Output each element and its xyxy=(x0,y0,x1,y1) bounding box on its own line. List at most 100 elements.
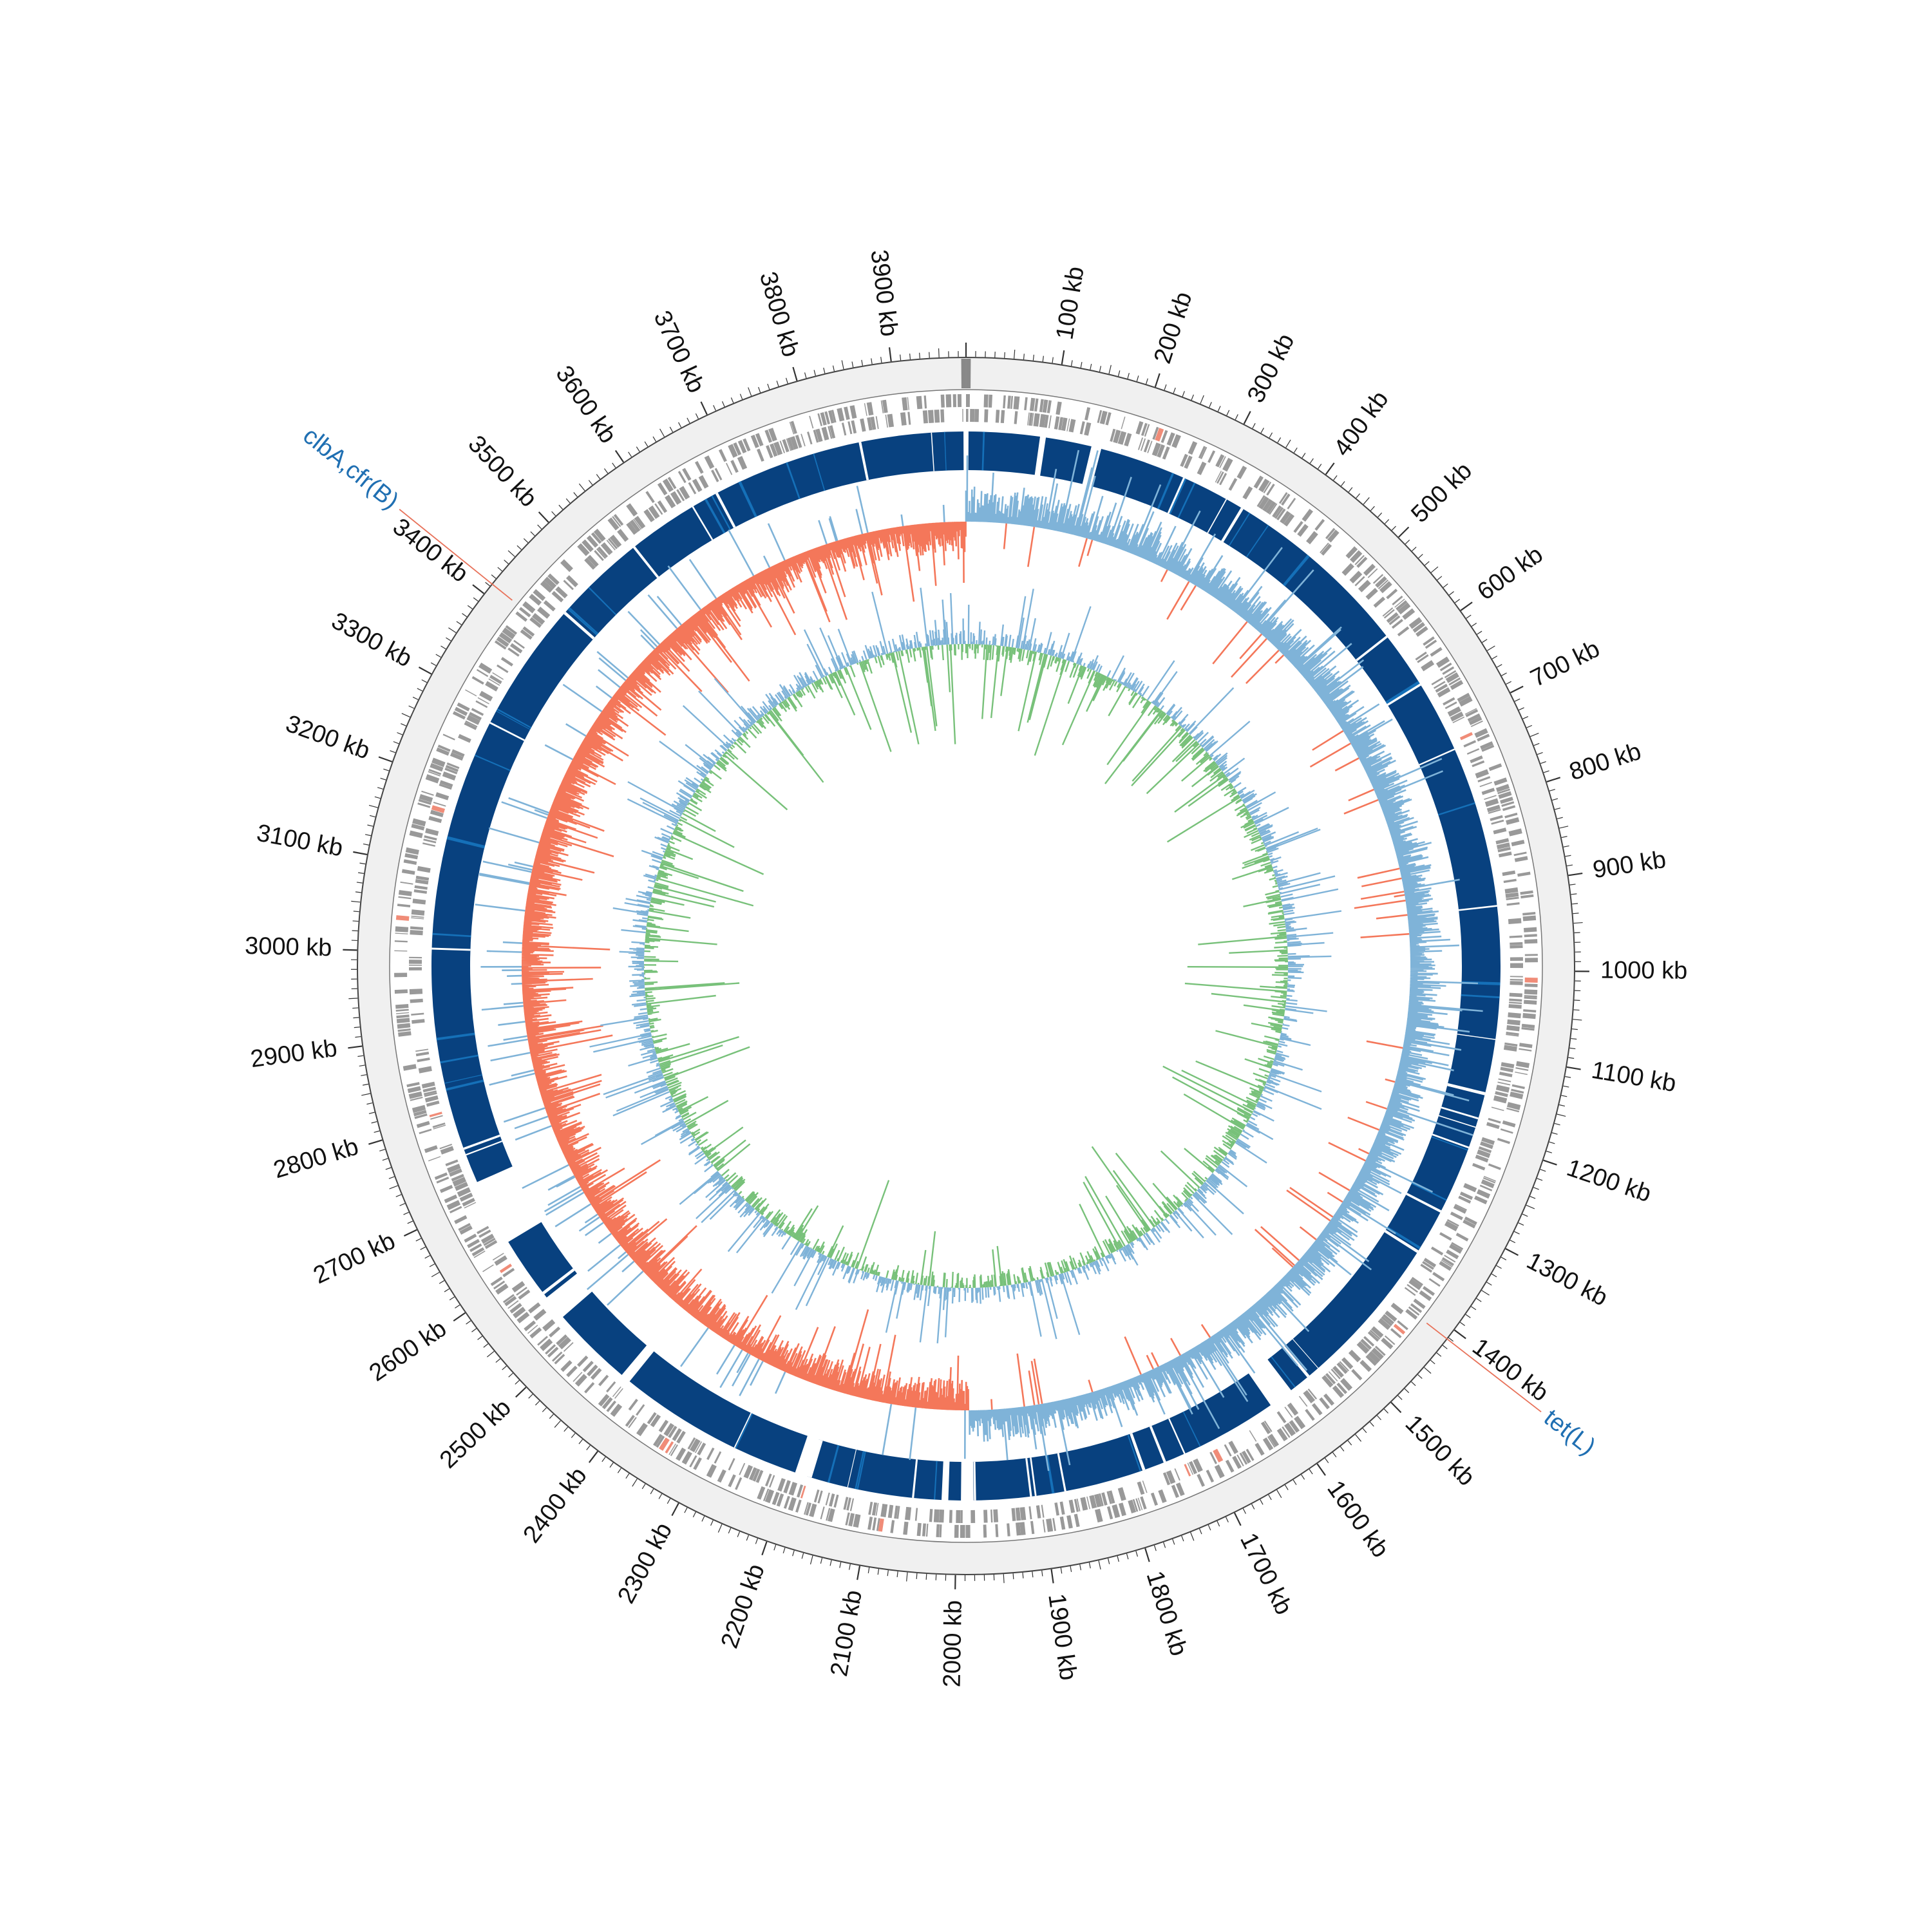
gene-feature xyxy=(1293,521,1303,533)
gene-feature xyxy=(1054,416,1060,430)
gene-feature xyxy=(831,410,837,423)
gene-feature xyxy=(755,1470,764,1483)
gene-feature xyxy=(509,1303,522,1314)
gene-feature xyxy=(1506,1107,1520,1113)
minor-tick xyxy=(359,862,366,865)
homology-stripe xyxy=(436,1032,475,1041)
gene-feature xyxy=(1276,1411,1287,1424)
gene-feature xyxy=(687,1437,696,1450)
tick-label: 800 kb xyxy=(1566,738,1644,786)
major-tick xyxy=(1316,1463,1326,1476)
gene-feature xyxy=(449,1168,462,1177)
gene-feature xyxy=(1524,983,1538,987)
gene-feature xyxy=(1379,581,1392,594)
gene-feature xyxy=(1431,677,1444,686)
minor-tick xyxy=(748,387,752,396)
gene-feature xyxy=(1510,957,1523,961)
gene-feature xyxy=(1374,1345,1386,1356)
homology-stripe xyxy=(1182,1411,1201,1447)
minor-tick xyxy=(1561,836,1567,838)
gene-feature xyxy=(1470,755,1483,764)
gene-feature xyxy=(1157,444,1165,458)
gene-feature xyxy=(1140,1496,1147,1510)
gene-feature xyxy=(749,1467,757,1481)
gene-feature xyxy=(1142,1480,1148,1493)
gene-feature xyxy=(394,972,408,978)
gene-feature xyxy=(1482,1177,1496,1184)
major-tick xyxy=(1398,526,1410,538)
gene-feature xyxy=(867,417,873,431)
minor-tick xyxy=(839,1562,842,1568)
gene-feature xyxy=(452,711,466,720)
minor-tick xyxy=(359,1065,365,1067)
gene-feature xyxy=(764,430,773,443)
gene-feature xyxy=(607,538,618,549)
minor-tick xyxy=(1425,561,1430,566)
minor-tick xyxy=(1032,354,1034,361)
gene-feature xyxy=(1267,1436,1276,1448)
gene-feature xyxy=(1500,1066,1514,1073)
gene-feature xyxy=(1197,1473,1206,1487)
minor-tick xyxy=(820,1558,823,1564)
minor-tick xyxy=(415,1238,422,1242)
gene-feature xyxy=(1502,870,1516,876)
minor-tick xyxy=(658,1493,663,1499)
gene-feature xyxy=(1367,1331,1379,1342)
major-tick xyxy=(1546,777,1561,782)
minor-tick xyxy=(571,1433,576,1438)
gene-feature xyxy=(1490,815,1503,821)
gene-feature xyxy=(409,956,422,959)
gene-feature xyxy=(929,1509,933,1522)
minor-tick xyxy=(1563,845,1569,848)
homology-stripe xyxy=(1431,1136,1468,1151)
minor-tick xyxy=(1519,707,1524,711)
gene-feature xyxy=(1498,791,1512,799)
gene-feature xyxy=(1258,496,1269,510)
gene-feature xyxy=(653,1434,663,1446)
gene-feature xyxy=(841,422,847,436)
gene-feature xyxy=(475,700,488,708)
gene-feature xyxy=(783,1495,790,1509)
gene-feature xyxy=(1501,1062,1515,1068)
gene-feature xyxy=(1236,466,1247,479)
gene-feature xyxy=(807,431,813,445)
gene-feature xyxy=(1094,1508,1103,1523)
gene-feature xyxy=(577,543,590,556)
gene-feature xyxy=(458,1223,471,1231)
gene-feature xyxy=(1484,798,1499,807)
minor-tick xyxy=(713,405,716,411)
homology-stripe xyxy=(567,608,598,636)
gene-feature xyxy=(650,1414,661,1428)
gene-feature xyxy=(582,1361,594,1372)
gene-feature xyxy=(1228,478,1238,491)
gene-feature xyxy=(411,915,424,918)
gene-feature xyxy=(439,780,453,788)
gene-feature xyxy=(1365,1354,1378,1366)
minor-tick xyxy=(737,1531,741,1537)
homology-block xyxy=(948,1461,961,1501)
homology-block xyxy=(629,1351,808,1473)
gene-feature xyxy=(454,1215,468,1224)
gene-feature xyxy=(1445,672,1459,683)
gene-feature xyxy=(1508,828,1522,837)
minor-tick xyxy=(361,1093,371,1096)
gene-feature xyxy=(1497,1081,1511,1086)
gene-feature xyxy=(397,904,411,907)
minor-tick xyxy=(1108,365,1112,374)
gene-feature xyxy=(1175,1482,1185,1497)
minor-tick xyxy=(925,1573,927,1580)
gene-feature xyxy=(866,402,874,416)
homology-stripe xyxy=(446,836,486,849)
gene-feature xyxy=(1522,911,1536,916)
gene-feature xyxy=(1495,1084,1510,1093)
gene-feature xyxy=(790,436,799,450)
minor-tick xyxy=(1492,656,1498,659)
minor-tick xyxy=(810,1555,813,1565)
tick-label: 1800 kb xyxy=(1141,1568,1193,1660)
gene-feature xyxy=(1367,568,1378,578)
gene-feature xyxy=(471,1247,485,1256)
gene-feature xyxy=(1472,1162,1486,1171)
gene-feature xyxy=(1437,687,1451,698)
minor-tick xyxy=(1568,1057,1575,1059)
gene-feature xyxy=(1463,1182,1477,1193)
